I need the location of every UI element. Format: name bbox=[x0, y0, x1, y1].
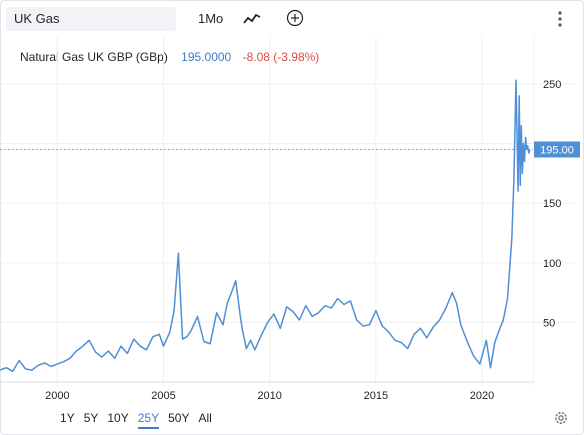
x-tick-label: 2020 bbox=[470, 390, 494, 400]
range-selector: 1Y 5Y 10Y 25Y 50Y All bbox=[60, 411, 221, 429]
x-tick-label: 2010 bbox=[257, 390, 281, 400]
range-button-1y[interactable]: 1Y bbox=[60, 411, 75, 425]
vertical-dots-icon[interactable] bbox=[556, 10, 564, 28]
y-tick-label: 250 bbox=[543, 79, 561, 91]
range-button-5y[interactable]: 5Y bbox=[83, 411, 99, 425]
x-tick-label: 2005 bbox=[151, 390, 175, 400]
y-tick-label: 50 bbox=[543, 317, 555, 329]
last-price-tag bbox=[534, 141, 580, 158]
interval-button[interactable]: 1Mo bbox=[198, 11, 224, 26]
range-button-10y[interactable]: 10Y bbox=[107, 411, 129, 425]
x-tick-label: 2015 bbox=[364, 390, 388, 400]
gear-icon[interactable] bbox=[553, 410, 569, 426]
last-price: 195.0000 bbox=[181, 50, 232, 64]
x-tick-label: 2000 bbox=[45, 390, 69, 400]
price-chart[interactable]: 50 100 150 250 2000 2005 2010 2015 2020 195.00 bbox=[0, 36, 584, 400]
y-tick-label: 100 bbox=[543, 258, 561, 270]
range-button-25y[interactable]: 25Y bbox=[137, 411, 160, 429]
symbol-search-input[interactable]: UK Gas bbox=[6, 7, 176, 31]
y-tick-label: 150 bbox=[543, 198, 561, 210]
plus-circle-icon[interactable] bbox=[286, 9, 304, 27]
chart-toolbar: UK Gas 1Mo bbox=[0, 0, 584, 36]
last-price-tag-label: 195.00 bbox=[540, 144, 574, 156]
range-button-all[interactable]: All bbox=[198, 411, 212, 425]
price-series-line bbox=[0, 79, 531, 373]
range-button-50y[interactable]: 50Y bbox=[168, 411, 190, 425]
symbol-text: UK Gas bbox=[14, 11, 60, 26]
line-chart-icon[interactable] bbox=[243, 11, 261, 27]
price-change: -8.08 (-3.98%) bbox=[242, 50, 320, 64]
